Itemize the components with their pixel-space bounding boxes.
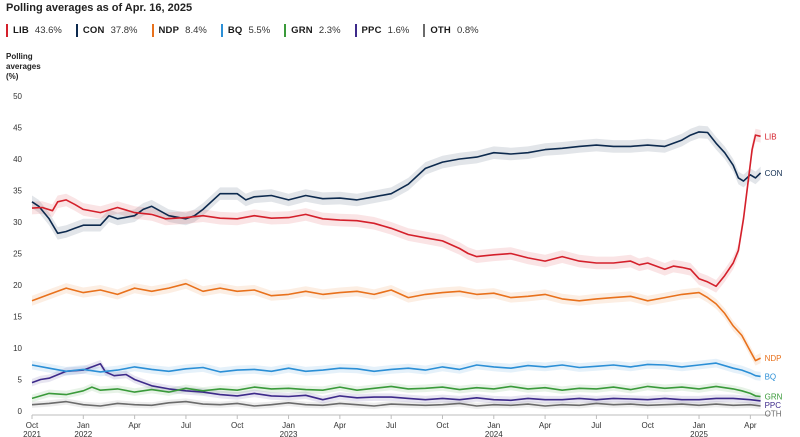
x-tick-label: Jan <box>487 421 500 430</box>
series-line-oth <box>31 400 761 407</box>
y-axis: 0 5 10 15 20 25 30 35 40 45 50 <box>13 92 22 416</box>
x-tick-label: Jan <box>282 421 295 430</box>
y-tick-label: 45 <box>13 124 22 133</box>
legend-party-value: 37.8% <box>110 24 138 36</box>
y-axis-title-line: averages <box>6 62 41 71</box>
band-con <box>32 125 761 240</box>
x-tick-year-label: 2021 <box>23 430 41 437</box>
end-label-oth: OTH <box>765 410 782 419</box>
legend-party-name: OTH <box>430 24 451 36</box>
legend-party-name: PPC <box>361 24 382 36</box>
legend-swatch <box>75 23 78 37</box>
band-grn <box>32 382 761 403</box>
legend-party-name: GRN <box>291 24 313 36</box>
legend-party-value: 0.8% <box>456 24 479 36</box>
y-axis-title-line: (%) <box>6 72 19 81</box>
x-tick-label: Apr <box>128 421 141 430</box>
x-tick-label: Apr <box>539 421 552 430</box>
x-tick-year-label: 2023 <box>280 430 298 437</box>
legend-swatch <box>354 23 357 37</box>
series-line-ndp <box>31 282 761 362</box>
y-tick-label: 25 <box>13 250 22 259</box>
x-tick-label: Jul <box>386 421 396 430</box>
legend-party-name: LIB <box>13 24 29 36</box>
y-tick-label: 20 <box>13 281 22 290</box>
x-tick-year-label: 2024 <box>485 430 503 437</box>
x-tick-label: Jan <box>693 421 706 430</box>
legend-party-name: NDP <box>158 24 180 36</box>
y-tick-label: 15 <box>13 313 22 322</box>
legend-item-lib: LIB 43.6% <box>6 23 62 37</box>
legend-party-value: 43.6% <box>34 24 62 36</box>
x-tick-label: Oct <box>436 421 449 430</box>
end-label-bq: BQ <box>765 372 777 381</box>
series-line-bq <box>31 362 761 378</box>
series-line-con <box>31 131 762 235</box>
legend-party-name: BQ <box>227 24 243 36</box>
legend-party-name: CON <box>82 24 105 36</box>
legend-swatch <box>151 23 154 37</box>
legend-swatch <box>6 23 8 37</box>
x-tick-label: Apr <box>334 421 347 430</box>
end-label-ndp: NDP <box>765 354 782 363</box>
legend-swatch <box>220 23 223 37</box>
legend-item-con: CON 37.8% <box>75 23 138 37</box>
x-tick-label: Oct <box>26 421 39 430</box>
x-tick-label: Oct <box>231 421 244 430</box>
end-label-lib: LIB <box>765 132 777 141</box>
end-label-ppc: PPC <box>765 401 782 410</box>
y-tick-label: 50 <box>13 92 22 101</box>
x-tick-label: Jul <box>591 421 601 430</box>
legend-swatch <box>423 23 426 37</box>
y-tick-label: 30 <box>13 218 22 227</box>
y-tick-label: 35 <box>13 187 22 196</box>
legend: LIB 43.6% CON 37.8% NDP 8.4% BQ 5.5% GRN 2.3% PPC 1… <box>6 22 493 38</box>
y-tick-label: 10 <box>13 344 22 353</box>
legend-item-ndp: NDP 8.4% <box>151 23 207 37</box>
legend-swatch <box>284 23 287 37</box>
series-line-lib <box>31 134 761 288</box>
y-axis-title-line: Polling <box>6 52 33 61</box>
legend-party-value: 8.4% <box>185 24 207 36</box>
x-tick-label: Apr <box>744 421 757 430</box>
legend-item-grn: GRN 2.3% <box>284 23 341 37</box>
chart-title: Polling averages as of Apr. 16, 2025 <box>6 2 193 14</box>
x-tick-label: Jul <box>181 421 191 430</box>
y-axis-title: Polling averages (%) <box>6 52 41 82</box>
series-line-grn <box>31 385 761 400</box>
legend-item-ppc: PPC 1.6% <box>354 23 410 37</box>
legend-party-value: 1.6% <box>387 24 410 36</box>
x-tick-year-label: 2025 <box>690 430 708 437</box>
legend-item-bq: BQ 5.5% <box>220 23 271 37</box>
series-line-ppc <box>31 363 761 402</box>
x-tick-year-label: 2022 <box>74 430 92 437</box>
x-tick-label: Jan <box>77 421 90 430</box>
legend-party-value: 2.3% <box>318 24 341 36</box>
y-tick-label: 0 <box>18 407 23 416</box>
legend-item-oth: OTH 0.8% <box>423 23 479 37</box>
legend-party-value: 5.5% <box>248 24 271 36</box>
end-label-con: CON <box>765 169 783 178</box>
x-tick-label: Oct <box>641 421 654 430</box>
end-label-grn: GRN <box>765 393 783 402</box>
y-tick-label: 40 <box>13 155 22 164</box>
y-tick-label: 5 <box>18 376 23 385</box>
